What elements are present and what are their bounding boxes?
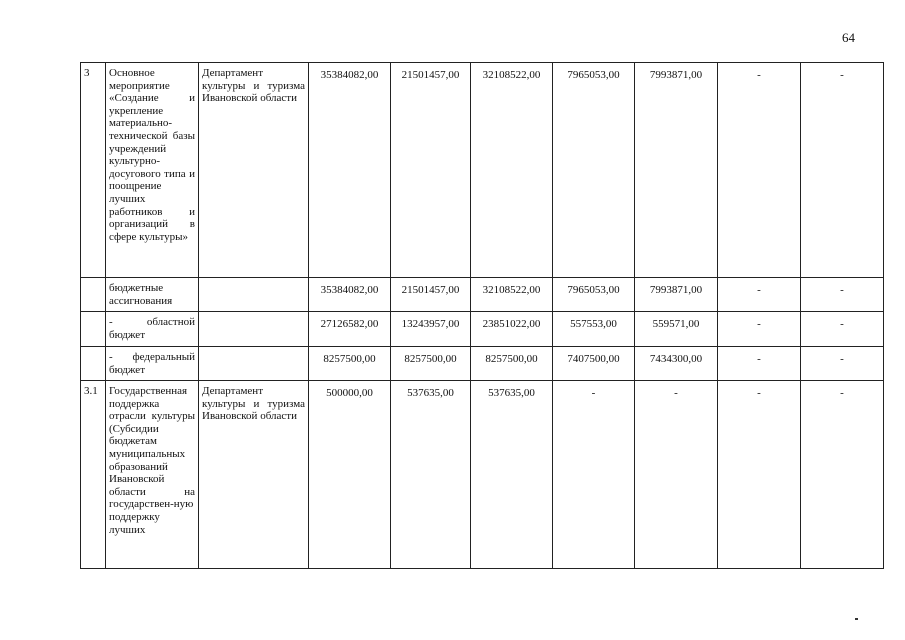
activity-name: - областной бюджет — [105, 311, 199, 347]
amount-cell: - — [800, 311, 884, 347]
amount-cell: - — [717, 346, 801, 381]
amount-cell: 559571,00 — [634, 311, 718, 347]
amount-cell: 27126582,00 — [308, 311, 391, 347]
executor — [198, 277, 309, 312]
amount-cell: 537635,00 — [470, 380, 553, 569]
activity-name: бюджетные ассигнования — [105, 277, 199, 312]
executor — [198, 311, 309, 347]
amount-cell: 8257500,00 — [308, 346, 391, 381]
amount-cell: 557553,00 — [552, 311, 635, 347]
table-row: 3.1 Государственная поддержка отрасли кул… — [80, 380, 884, 569]
table-row: 3 Основное мероприятие «Создание и укрепл… — [80, 62, 884, 278]
amount-cell: 32108522,00 — [470, 62, 553, 278]
executor: Департамент культуры и туризма Ивановско… — [198, 380, 309, 569]
row-number: 3.1 — [80, 380, 106, 569]
amount-cell: - — [800, 380, 884, 569]
activity-name: - федеральный бюджет — [105, 346, 199, 381]
amount-cell: - — [800, 62, 884, 278]
table-row: - федеральный бюджет 8257500,00 8257500,00… — [80, 346, 884, 381]
amount-cell: - — [634, 380, 718, 569]
amount-cell: - — [800, 277, 884, 312]
table-row: бюджетные ассигнования 35384082,00 2150145… — [80, 277, 884, 312]
amount-cell: 35384082,00 — [308, 277, 391, 312]
activity-name: Основное мероприятие «Создание и укрепле… — [105, 62, 199, 278]
row-number — [80, 311, 106, 347]
scan-speck — [855, 618, 858, 620]
executor: Департамент культуры и туризма Ивановско… — [198, 62, 309, 278]
amount-cell: - — [717, 380, 801, 569]
row-number — [80, 346, 106, 381]
amount-cell: 8257500,00 — [470, 346, 553, 381]
amount-cell: 7965053,00 — [552, 62, 635, 278]
budget-table: 3 Основное мероприятие «Создание и укрепл… — [80, 62, 884, 569]
page-number: 64 — [842, 30, 855, 45]
amount-cell: 500000,00 — [308, 380, 391, 569]
amount-cell: - — [800, 346, 884, 381]
amount-cell: 7434300,00 — [634, 346, 718, 381]
amount-cell: 21501457,00 — [390, 277, 471, 312]
amount-cell: 7965053,00 — [552, 277, 635, 312]
amount-cell: 13243957,00 — [390, 311, 471, 347]
amount-cell: 23851022,00 — [470, 311, 553, 347]
amount-cell: 21501457,00 — [390, 62, 471, 278]
amount-cell: - — [717, 62, 801, 278]
row-number: 3 — [80, 62, 106, 278]
amount-cell: 537635,00 — [390, 380, 471, 569]
row-number — [80, 277, 106, 312]
amount-cell: - — [717, 311, 801, 347]
amount-cell: - — [717, 277, 801, 312]
amount-cell: - — [552, 380, 635, 569]
amount-cell: 7993871,00 — [634, 62, 718, 278]
activity-name: Государственная поддержка отрасли культу… — [105, 380, 199, 569]
executor — [198, 346, 309, 381]
amount-cell: 7993871,00 — [634, 277, 718, 312]
amount-cell: 7407500,00 — [552, 346, 635, 381]
amount-cell: 32108522,00 — [470, 277, 553, 312]
amount-cell: 35384082,00 — [308, 62, 391, 278]
table-row: - областной бюджет 27126582,00 13243957,00… — [80, 311, 884, 347]
amount-cell: 8257500,00 — [390, 346, 471, 381]
